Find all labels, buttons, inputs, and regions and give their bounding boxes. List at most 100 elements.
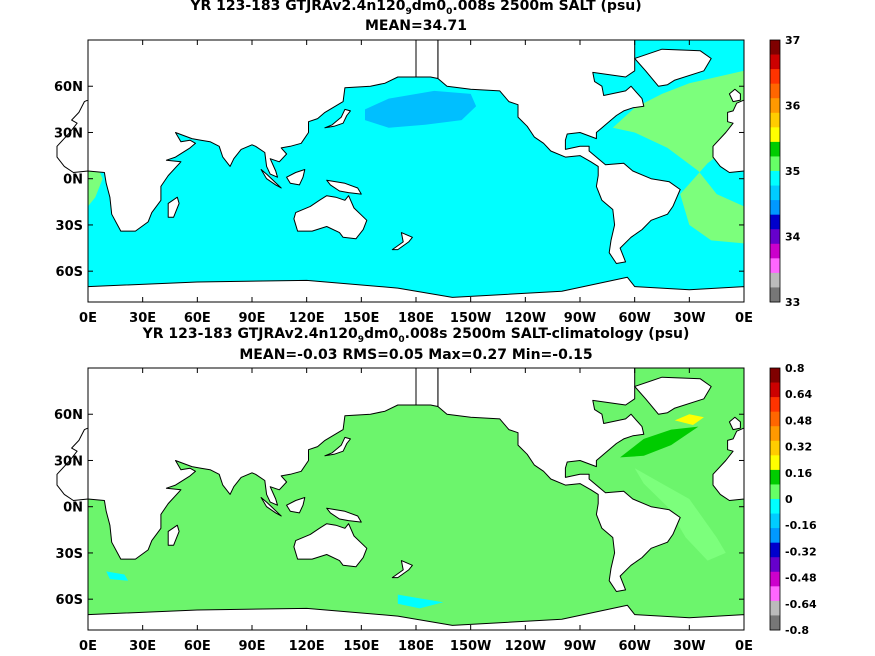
bottom-colorbar-bin: [770, 542, 780, 558]
top-y-tick-label: 60S: [56, 265, 83, 280]
top-map-title: YR 123-183 GTJRAv2.4n1209dm00.008s 2500m…: [190, 0, 642, 17]
bottom-colorbar-bin: [770, 411, 780, 427]
bottom-colorbar-bin: [770, 397, 780, 413]
top-land-greenland: [634, 48, 712, 87]
top-map: 0E 30E 60E 90E 120E 150E 180E 150W 120W 90W 60W 30W…: [54, 34, 801, 326]
top-colorbar-bin: [770, 272, 780, 288]
top-x-tick-label: 150E: [343, 311, 379, 326]
top-land-europe-cap: [712, 39, 745, 173]
bottom-land-uk: [728, 416, 741, 431]
top-colorbar-bin: [770, 200, 780, 216]
bottom-map-title: YR 123-183 GTJRAv2.4n1209dm00.008s 2500m…: [142, 326, 690, 345]
top-x-tick-label: 0E: [79, 311, 97, 326]
bottom-x-tick-label: 30E: [129, 639, 156, 654]
bottom-x-tick-label: 120E: [289, 639, 325, 654]
bottom-map: 0E 30E 60E 90E 120E 150E 180E 150W 120W 90W 60W 30W…: [54, 362, 817, 654]
gulf-stream-anomaly: [620, 426, 699, 458]
bottom-y-tick-label: 0N: [63, 501, 83, 516]
bottom-land-alaska-left: [415, 367, 439, 407]
bottom-y-tick-label: 60S: [56, 593, 83, 608]
bottom-x-tick-label: 60W: [618, 639, 650, 654]
bottom-land-new-guinea: [326, 507, 362, 523]
bottom-colorbar-bin: [770, 557, 780, 573]
bottom-colorbar-frame: [769, 367, 781, 631]
bottom-x-tick-label: 0E: [735, 639, 753, 654]
bottom-colorbar-label: 0: [785, 493, 793, 506]
southern-ocean-negative-anomaly: [397, 594, 444, 609]
top-land-borneo: [286, 169, 306, 186]
top-colorbar-bin: [770, 127, 780, 143]
top-colorbar-bin: [770, 54, 780, 70]
bottom-colorbar-bin: [770, 440, 780, 456]
bottom-colorbar-bin: [770, 382, 780, 398]
bottom-land-europe-cap: [712, 367, 745, 501]
top-x-tick-label: 120E: [289, 311, 325, 326]
atlantic-anomaly-band: [634, 468, 726, 561]
top-colorbar-bin: [770, 287, 780, 303]
bottom-colorbar-label: 0.32: [785, 441, 812, 454]
top-x-tick-label: 30E: [129, 311, 156, 326]
top-colorbar-bin: [770, 214, 780, 230]
top-colorbar-bin: [770, 40, 780, 55]
top-x-tick-label: 90E: [239, 311, 266, 326]
top-x-tick-label: 60W: [618, 311, 650, 326]
bottom-colorbar-bin: [770, 469, 780, 485]
top-colorbar-label: 37: [785, 34, 800, 47]
top-colorbar-bin: [770, 171, 780, 186]
bottom-x-tick-label: 120W: [505, 639, 546, 654]
bottom-colorbar-label: -0.32: [785, 545, 817, 558]
bottom-x-tick-label: 90W: [564, 639, 596, 654]
top-colorbar-label: 36: [785, 100, 801, 113]
bottom-land-borneo: [286, 497, 306, 514]
top-colorbar-bin: [770, 243, 780, 259]
bottom-x-tick-label: 150E: [343, 639, 379, 654]
top-land-alaska-left: [415, 39, 439, 79]
bottom-colorbar-bin: [770, 586, 780, 602]
bottom-y-tick-label: 30N: [54, 454, 83, 469]
top-land-sumatra: [260, 169, 282, 189]
top-colorbar-bin: [770, 98, 780, 114]
top-colorbar-label: 35: [785, 165, 800, 178]
bottom-colorbar-label: 0.16: [785, 467, 812, 480]
labrador-positive-anomaly: [674, 414, 704, 425]
bottom-colorbar-bin: [770, 528, 780, 544]
bottom-land-americas: [437, 367, 681, 592]
bottom-colorbar-label: 0.8: [785, 362, 805, 375]
bottom-x-tick-label: 0E: [79, 639, 97, 654]
bottom-colorbar-label: -0.8: [785, 624, 809, 637]
bottom-colorbar: 0.8 0.64 0.48 0.32 0.16 0 -0.16 -0.32 -0.48 -0.64…: [769, 362, 817, 637]
north-atlantic-salty-region: [612, 70, 744, 244]
top-land-americas: [437, 39, 681, 264]
top-colorbar-bin: [770, 185, 780, 201]
cape-negative-anomaly: [106, 571, 129, 581]
top-colorbar-bin: [770, 83, 780, 99]
top-x-tick-label: 0E: [735, 311, 753, 326]
bottom-x-tick-label: 30W: [673, 639, 705, 654]
bottom-land-sumatra: [260, 497, 282, 517]
bottom-x-tick-label: 90E: [239, 639, 266, 654]
bottom-colorbar-bin: [770, 484, 780, 500]
gulf-guinea-salty-region: [88, 166, 103, 207]
bottom-x-tick-label: 180E: [398, 639, 434, 654]
top-x-tick-label: 30W: [673, 311, 705, 326]
bottom-colorbar-bin: [770, 426, 780, 442]
top-x-tick-label: 150W: [450, 311, 491, 326]
bottom-colorbar-label: -0.48: [785, 572, 817, 585]
top-land-japan: [324, 108, 351, 129]
bottom-colorbar-bin: [770, 600, 780, 616]
bottom-x-tick-label: 60E: [184, 639, 211, 654]
bottom-land-japan: [324, 436, 351, 457]
bottom-map-stats: MEAN=-0.03 RMS=0.05 Max=0.27 Min=-0.15: [239, 347, 593, 363]
bottom-y-tick-label: 30S: [56, 547, 83, 562]
top-map-stats: MEAN=34.71: [364, 18, 468, 34]
top-colorbar-label: 33: [785, 296, 800, 309]
bottom-land-greenland: [634, 376, 712, 415]
top-land-eurasia-africa: [56, 39, 417, 232]
bottom-colorbar-bin: [770, 571, 780, 587]
top-x-tick-label: 120W: [505, 311, 546, 326]
top-colorbar-bin: [770, 156, 780, 172]
bottom-y-tick-label: 60N: [54, 408, 83, 423]
top-colorbar-bin: [770, 69, 780, 85]
top-y-tick-label: 60N: [54, 80, 83, 95]
top-x-tick-label: 180E: [398, 311, 434, 326]
